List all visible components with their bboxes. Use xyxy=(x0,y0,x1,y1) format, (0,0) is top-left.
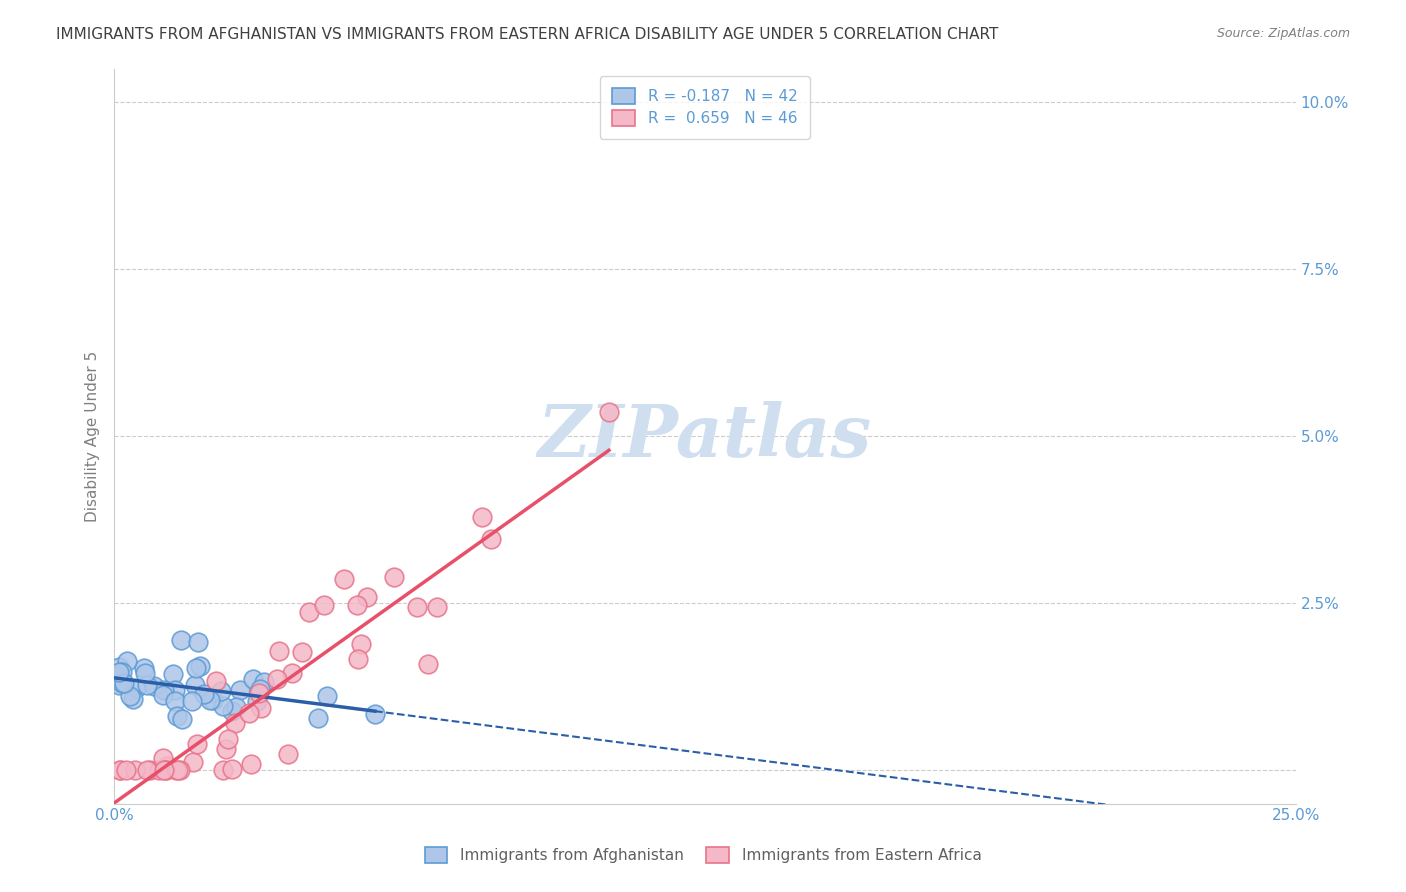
Point xyxy=(307,711,329,725)
Point xyxy=(405,600,427,615)
Point xyxy=(238,706,260,721)
Point xyxy=(142,679,165,693)
Point xyxy=(266,672,288,686)
Point xyxy=(249,681,271,696)
Point xyxy=(269,644,291,658)
Point xyxy=(170,633,193,648)
Point xyxy=(152,688,174,702)
Point xyxy=(215,742,238,756)
Point xyxy=(111,665,134,679)
Legend: R = -0.187   N = 42, R =  0.659   N = 46: R = -0.187 N = 42, R = 0.659 N = 46 xyxy=(600,76,810,138)
Point xyxy=(291,645,314,659)
Point xyxy=(122,692,145,706)
Point xyxy=(155,763,177,777)
Point xyxy=(111,675,134,690)
Point xyxy=(212,699,235,714)
Point xyxy=(108,665,131,679)
Point xyxy=(221,705,243,719)
Point xyxy=(152,750,174,764)
Point xyxy=(298,605,321,619)
Point xyxy=(134,665,156,680)
Point xyxy=(181,694,204,708)
Point xyxy=(333,572,356,586)
Point xyxy=(108,678,131,692)
Point xyxy=(239,757,262,772)
Point xyxy=(315,689,337,703)
Point xyxy=(217,731,239,746)
Point xyxy=(184,678,207,692)
Point xyxy=(356,590,378,604)
Text: IMMIGRANTS FROM AFGHANISTAN VS IMMIGRANTS FROM EASTERN AFRICA DISABILITY AGE UND: IMMIGRANTS FROM AFGHANISTAN VS IMMIGRANT… xyxy=(56,27,998,42)
Point xyxy=(165,763,187,777)
Point xyxy=(224,715,246,730)
Point xyxy=(110,763,132,777)
Point xyxy=(198,693,221,707)
Point xyxy=(124,763,146,777)
Point xyxy=(253,675,276,690)
Point xyxy=(247,686,270,700)
Point xyxy=(246,694,269,708)
Point xyxy=(114,763,136,777)
Point xyxy=(250,701,273,715)
Point xyxy=(598,405,620,419)
Point xyxy=(382,570,405,584)
Point xyxy=(181,755,204,769)
Point xyxy=(350,637,373,651)
Y-axis label: Disability Age Under 5: Disability Age Under 5 xyxy=(86,351,100,522)
Point xyxy=(139,763,162,777)
Point xyxy=(152,763,174,777)
Point xyxy=(166,763,188,777)
Point xyxy=(132,661,155,675)
Point xyxy=(221,762,243,776)
Point xyxy=(242,673,264,687)
Point xyxy=(479,533,502,547)
Point xyxy=(225,700,247,714)
Point xyxy=(135,678,157,692)
Point xyxy=(187,634,209,648)
Point xyxy=(115,654,138,668)
Point xyxy=(108,659,131,673)
Point xyxy=(280,666,302,681)
Point xyxy=(152,683,174,698)
Point xyxy=(312,598,335,612)
Point xyxy=(228,683,250,698)
Point xyxy=(347,652,370,666)
Point xyxy=(169,763,191,777)
Point xyxy=(156,758,179,772)
Point xyxy=(186,737,208,751)
Point xyxy=(211,763,233,777)
Text: Source: ZipAtlas.com: Source: ZipAtlas.com xyxy=(1216,27,1350,40)
Point xyxy=(165,683,187,698)
Point xyxy=(277,747,299,761)
Point xyxy=(162,666,184,681)
Point xyxy=(205,673,228,688)
Point xyxy=(148,763,170,777)
Point xyxy=(166,709,188,723)
Point xyxy=(135,763,157,777)
Point xyxy=(426,600,449,615)
Point xyxy=(364,707,387,722)
Point xyxy=(346,598,368,612)
Point xyxy=(471,509,494,524)
Point xyxy=(184,661,207,675)
Point xyxy=(209,683,232,698)
Text: ZIPatlas: ZIPatlas xyxy=(538,401,872,472)
Point xyxy=(170,712,193,726)
Point xyxy=(165,694,187,708)
Point xyxy=(153,763,176,777)
Point xyxy=(188,659,211,673)
Point xyxy=(125,681,148,695)
Point xyxy=(201,693,224,707)
Legend: Immigrants from Afghanistan, Immigrants from Eastern Africa: Immigrants from Afghanistan, Immigrants … xyxy=(412,835,994,875)
Point xyxy=(110,763,132,777)
Point xyxy=(114,676,136,690)
Point xyxy=(118,689,141,703)
Point xyxy=(418,657,440,672)
Point xyxy=(193,687,215,701)
